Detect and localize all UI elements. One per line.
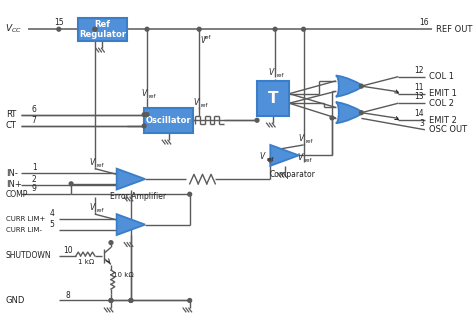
Text: 11: 11 bbox=[414, 83, 424, 92]
PathPatch shape bbox=[336, 76, 362, 97]
Text: 1 kΩ: 1 kΩ bbox=[78, 259, 94, 265]
Circle shape bbox=[109, 299, 113, 302]
Text: 9: 9 bbox=[32, 184, 36, 193]
Circle shape bbox=[93, 27, 97, 31]
Circle shape bbox=[359, 84, 363, 88]
Text: $V$: $V$ bbox=[192, 96, 200, 107]
Text: 10: 10 bbox=[64, 246, 73, 255]
Circle shape bbox=[142, 124, 146, 128]
Text: $V$: $V$ bbox=[297, 151, 304, 162]
Text: $V$: $V$ bbox=[259, 150, 266, 161]
Circle shape bbox=[145, 27, 149, 31]
Text: $V$: $V$ bbox=[298, 132, 305, 143]
PathPatch shape bbox=[336, 102, 362, 123]
Text: ref: ref bbox=[97, 163, 104, 168]
Text: ref: ref bbox=[204, 35, 211, 40]
Text: ref: ref bbox=[97, 208, 104, 213]
Text: 2: 2 bbox=[32, 175, 36, 184]
Polygon shape bbox=[117, 214, 145, 235]
Circle shape bbox=[142, 113, 146, 116]
Bar bbox=[257, 81, 289, 116]
Text: 4: 4 bbox=[50, 209, 55, 218]
Text: Ref
Regulator: Ref Regulator bbox=[79, 19, 126, 39]
Text: GND: GND bbox=[6, 296, 25, 305]
Polygon shape bbox=[117, 168, 145, 190]
Circle shape bbox=[93, 27, 97, 31]
Polygon shape bbox=[270, 145, 299, 166]
Text: Comparator: Comparator bbox=[269, 169, 315, 179]
Text: $V_{CC}$: $V_{CC}$ bbox=[5, 22, 22, 35]
Text: 6: 6 bbox=[32, 105, 36, 114]
Text: ref: ref bbox=[149, 94, 156, 99]
Text: REF OUT: REF OUT bbox=[436, 25, 473, 34]
Circle shape bbox=[129, 299, 133, 302]
Text: T: T bbox=[268, 91, 278, 106]
Text: SHUTDOWN: SHUTDOWN bbox=[6, 251, 51, 260]
Circle shape bbox=[57, 27, 61, 31]
Text: ref: ref bbox=[276, 73, 283, 77]
Bar bbox=[78, 18, 127, 40]
Circle shape bbox=[129, 299, 133, 302]
Text: COMP: COMP bbox=[6, 190, 28, 199]
Text: COL 1: COL 1 bbox=[428, 72, 454, 81]
Text: 16: 16 bbox=[419, 18, 429, 27]
Text: CT: CT bbox=[6, 122, 17, 131]
Circle shape bbox=[273, 27, 277, 31]
Circle shape bbox=[197, 27, 201, 31]
Text: $V$: $V$ bbox=[89, 156, 97, 167]
Text: ref: ref bbox=[304, 158, 312, 163]
Text: 5: 5 bbox=[50, 220, 55, 229]
Text: $V$: $V$ bbox=[268, 66, 276, 77]
Text: CURR LIM-: CURR LIM- bbox=[6, 227, 42, 233]
Text: ref: ref bbox=[200, 103, 208, 108]
Circle shape bbox=[145, 113, 149, 116]
Text: CURR LIM+: CURR LIM+ bbox=[6, 216, 45, 222]
Text: IN+: IN+ bbox=[6, 180, 21, 189]
Text: 10 kΩ: 10 kΩ bbox=[113, 272, 134, 278]
Circle shape bbox=[301, 27, 305, 31]
Circle shape bbox=[330, 116, 334, 120]
Text: 1: 1 bbox=[32, 163, 36, 172]
Circle shape bbox=[188, 299, 191, 302]
Text: IN-: IN- bbox=[6, 169, 18, 178]
Text: RT: RT bbox=[6, 110, 16, 119]
Circle shape bbox=[359, 111, 363, 115]
Text: 7: 7 bbox=[32, 116, 36, 125]
Bar bbox=[144, 108, 193, 133]
Text: 12: 12 bbox=[414, 66, 424, 75]
Circle shape bbox=[109, 299, 113, 302]
Text: COL 2: COL 2 bbox=[428, 99, 454, 108]
Text: EMIT 1: EMIT 1 bbox=[428, 89, 456, 98]
Circle shape bbox=[69, 182, 73, 186]
Circle shape bbox=[109, 241, 113, 245]
Text: $V$: $V$ bbox=[141, 87, 149, 98]
Text: ref: ref bbox=[266, 157, 274, 162]
Text: 3: 3 bbox=[419, 119, 424, 128]
Text: OSC OUT: OSC OUT bbox=[428, 125, 467, 134]
Text: 15: 15 bbox=[54, 18, 64, 27]
Text: 8: 8 bbox=[66, 291, 71, 299]
Circle shape bbox=[268, 158, 272, 162]
Text: Error Amplifier: Error Amplifier bbox=[110, 192, 166, 201]
Circle shape bbox=[255, 118, 259, 122]
Text: EMIT 2: EMIT 2 bbox=[428, 116, 456, 125]
Text: 14: 14 bbox=[414, 110, 424, 118]
Text: $V$: $V$ bbox=[200, 34, 208, 45]
Text: ref: ref bbox=[305, 139, 313, 144]
Circle shape bbox=[188, 192, 191, 196]
Text: Oscillator: Oscillator bbox=[146, 116, 191, 125]
Text: $V$: $V$ bbox=[89, 201, 97, 212]
Text: 13: 13 bbox=[414, 92, 424, 101]
